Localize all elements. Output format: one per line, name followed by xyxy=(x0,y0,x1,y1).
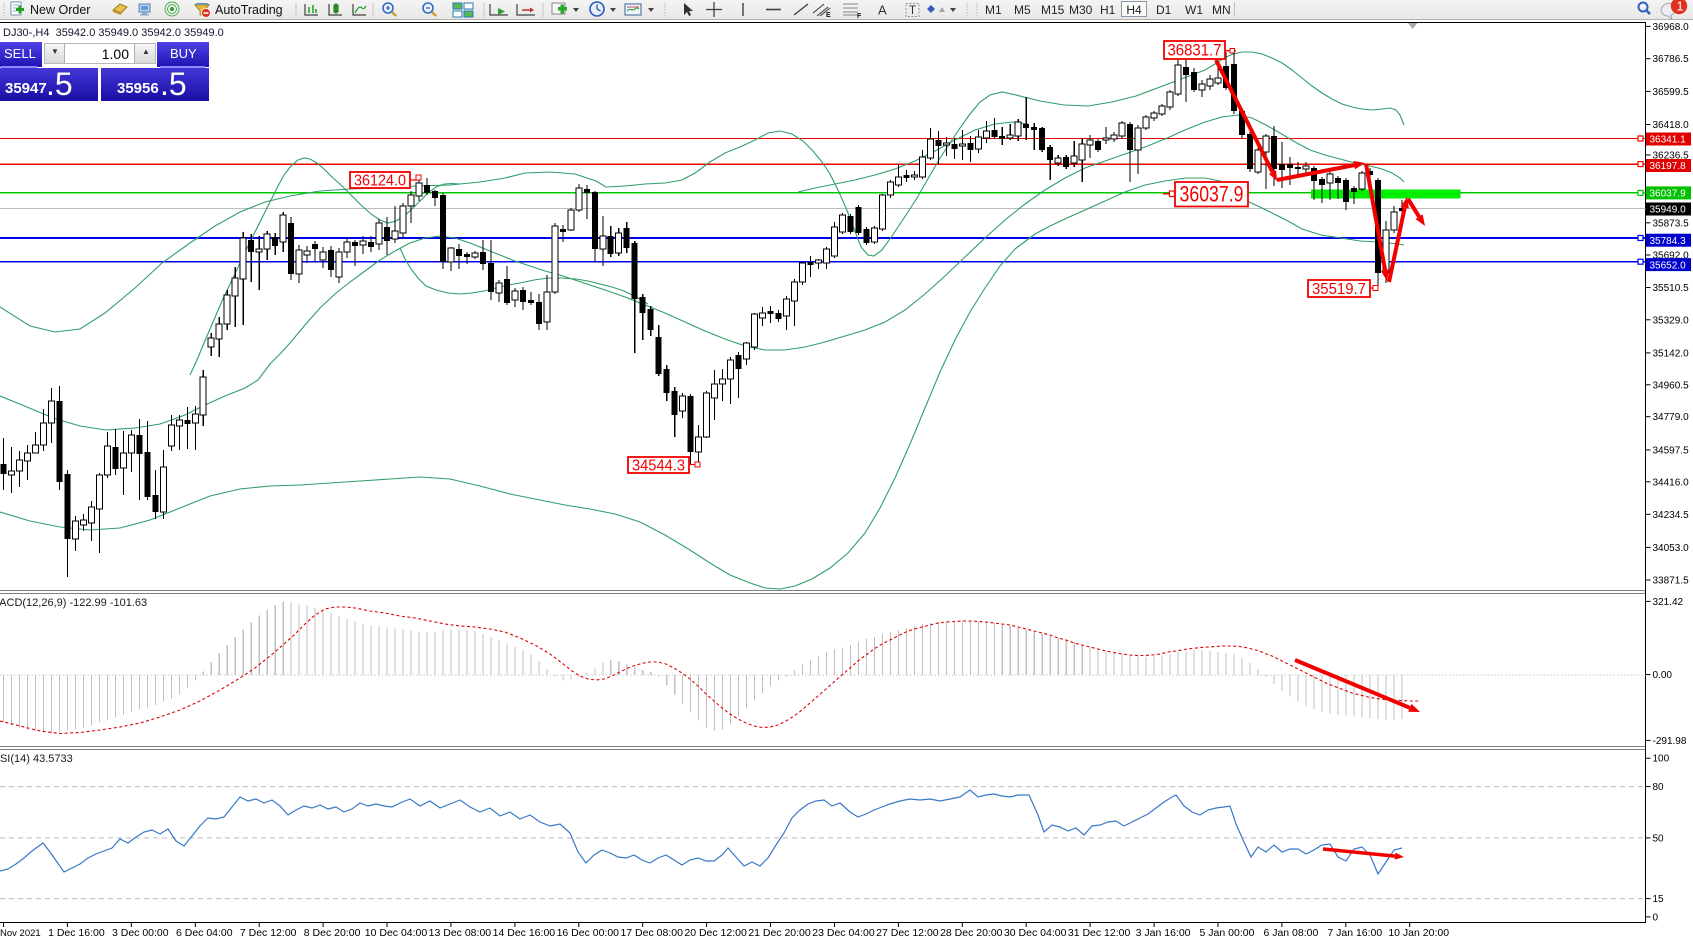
svg-text:8 Dec 20:00: 8 Dec 20:00 xyxy=(304,927,361,939)
svg-text:36236.5: 36236.5 xyxy=(1653,151,1690,162)
svg-text:0: 0 xyxy=(1653,912,1659,923)
svg-text:34960.5: 34960.5 xyxy=(1653,380,1690,391)
svg-text:21 Dec 20:00: 21 Dec 20:00 xyxy=(748,927,811,939)
svg-text:36786.5: 36786.5 xyxy=(1653,54,1690,65)
svg-text:10 Dec 04:00: 10 Dec 04:00 xyxy=(365,927,428,939)
svg-text:6 Jan 08:00: 6 Jan 08:00 xyxy=(1263,927,1318,939)
svg-text:15: 15 xyxy=(1653,894,1665,905)
svg-text:20 Dec 12:00: 20 Dec 12:00 xyxy=(684,927,747,939)
svg-text:16 Dec 00:00: 16 Dec 00:00 xyxy=(557,927,620,939)
svg-text:23 Dec 04:00: 23 Dec 04:00 xyxy=(812,927,875,939)
svg-text:35692.0: 35692.0 xyxy=(1653,251,1690,262)
svg-text:36831.7: 36831.7 xyxy=(1168,42,1222,60)
svg-text:35873.5: 35873.5 xyxy=(1653,218,1690,229)
svg-text:35510.5: 35510.5 xyxy=(1653,283,1690,294)
svg-text:31 Dec 12:00: 31 Dec 12:00 xyxy=(1068,927,1131,939)
svg-text:36197.8: 36197.8 xyxy=(1650,161,1687,172)
svg-text:RSI(14) 43.5733: RSI(14) 43.5733 xyxy=(0,753,73,765)
svg-text:1: 1 xyxy=(1677,0,1684,14)
svg-text:34234.5: 34234.5 xyxy=(1653,510,1690,521)
svg-text:AutoTrading: AutoTrading xyxy=(215,3,283,17)
svg-text:27 Dec 12:00: 27 Dec 12:00 xyxy=(876,927,939,939)
svg-text:10 Jan 20:00: 10 Jan 20:00 xyxy=(1388,927,1449,939)
svg-text:T: T xyxy=(909,5,916,17)
svg-text:3 Jan 16:00: 3 Jan 16:00 xyxy=(1136,927,1191,939)
svg-text:36968.0: 36968.0 xyxy=(1653,22,1690,33)
svg-text:34597.5: 34597.5 xyxy=(1653,445,1690,456)
svg-text:36037.9: 36037.9 xyxy=(1650,189,1687,200)
svg-text:34416.0: 34416.0 xyxy=(1653,477,1690,488)
svg-text:33871.5: 33871.5 xyxy=(1653,576,1690,587)
svg-text:17 Dec 08:00: 17 Dec 08:00 xyxy=(620,927,683,939)
svg-text:80: 80 xyxy=(1653,782,1665,793)
svg-text:Nov 2021: Nov 2021 xyxy=(0,928,41,939)
svg-text:6 Dec 04:00: 6 Dec 04:00 xyxy=(176,927,233,939)
svg-text:35949.0: 35949.0 xyxy=(1650,205,1687,216)
svg-text:0.00: 0.00 xyxy=(1653,670,1673,681)
svg-text:New Order: New Order xyxy=(30,3,90,17)
svg-text:36599.5: 36599.5 xyxy=(1653,87,1690,98)
svg-text:3 Dec 00:00: 3 Dec 00:00 xyxy=(112,927,169,939)
svg-text:35519.7: 35519.7 xyxy=(1312,281,1366,298)
svg-text:35329.0: 35329.0 xyxy=(1653,315,1690,326)
svg-text:MACD(12,26,9) -122.99 -101.63: MACD(12,26,9) -122.99 -101.63 xyxy=(0,597,147,609)
svg-text:34544.3: 34544.3 xyxy=(632,457,685,474)
svg-text:36418.0: 36418.0 xyxy=(1653,120,1690,131)
svg-text:-291.98: -291.98 xyxy=(1653,736,1687,747)
svg-text:36124.0: 36124.0 xyxy=(354,172,406,189)
svg-text:50: 50 xyxy=(1653,833,1665,844)
svg-text:14 Dec 16:00: 14 Dec 16:00 xyxy=(493,927,556,939)
svg-text:E: E xyxy=(826,12,831,19)
svg-text:36341.1: 36341.1 xyxy=(1650,135,1687,146)
svg-text:13 Dec 08:00: 13 Dec 08:00 xyxy=(429,927,492,939)
svg-text:28 Dec 20:00: 28 Dec 20:00 xyxy=(940,927,1003,939)
svg-text:F: F xyxy=(857,13,862,20)
svg-text:30 Dec 04:00: 30 Dec 04:00 xyxy=(1004,927,1067,939)
svg-text:34053.0: 34053.0 xyxy=(1653,543,1690,554)
svg-text:A: A xyxy=(878,3,887,18)
svg-text:35142.0: 35142.0 xyxy=(1653,348,1690,359)
svg-text:35652.0: 35652.0 xyxy=(1650,260,1687,271)
svg-text:35784.3: 35784.3 xyxy=(1650,236,1687,247)
svg-text:100: 100 xyxy=(1653,754,1670,765)
svg-text:321.42: 321.42 xyxy=(1653,597,1684,608)
svg-text:34779.0: 34779.0 xyxy=(1653,412,1690,423)
svg-text:1 Dec 16:00: 1 Dec 16:00 xyxy=(48,927,105,939)
svg-text:5 Jan 00:00: 5 Jan 00:00 xyxy=(1200,927,1255,939)
svg-text:36037.9: 36037.9 xyxy=(1180,182,1244,207)
svg-text:7 Dec 12:00: 7 Dec 12:00 xyxy=(240,927,297,939)
svg-text:7 Jan 16:00: 7 Jan 16:00 xyxy=(1327,927,1382,939)
